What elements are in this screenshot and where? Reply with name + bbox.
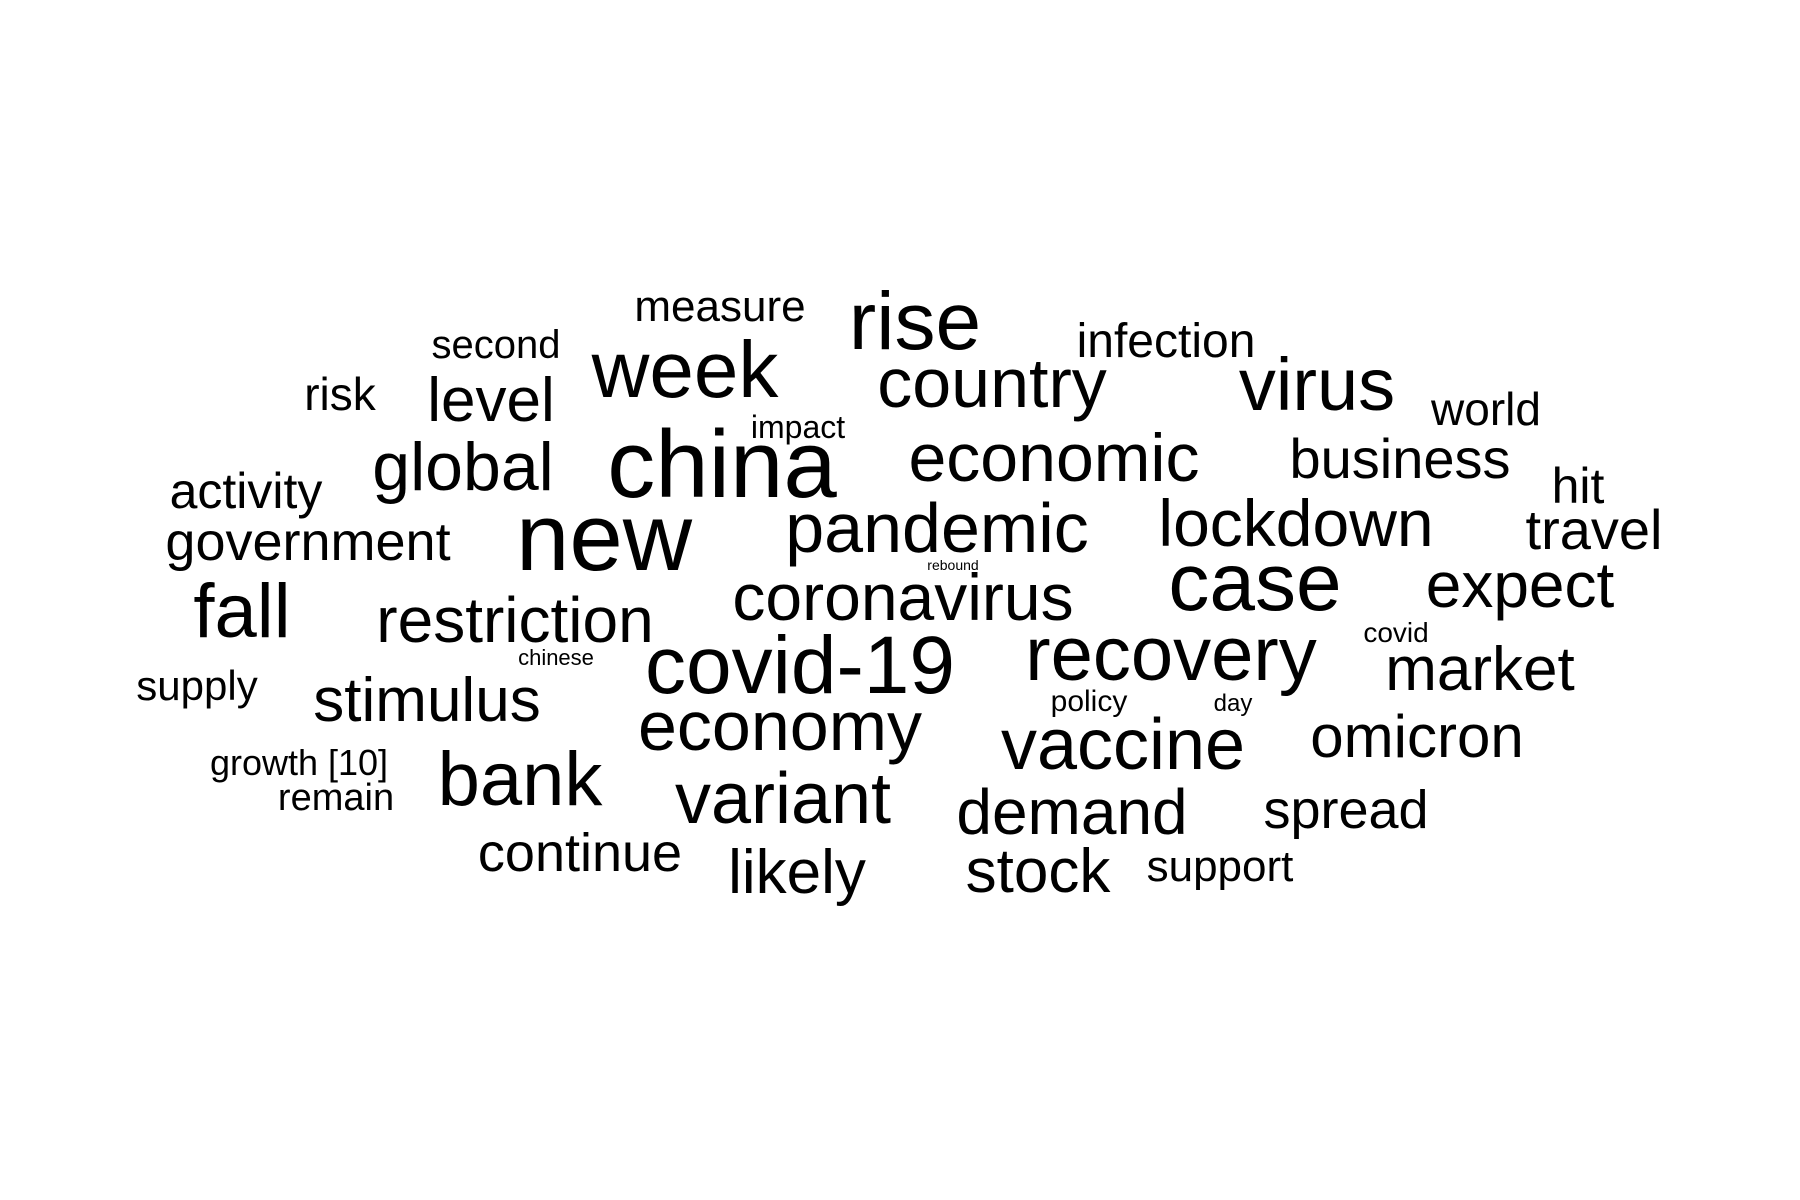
- word-week: week: [591, 325, 779, 414]
- word-supply: supply: [136, 662, 258, 709]
- word-stimulus: stimulus: [313, 666, 541, 735]
- word-demand: demand: [956, 776, 1188, 848]
- word-government: government: [165, 512, 451, 572]
- word-pandemic: pandemic: [785, 489, 1089, 567]
- word-policy: policy: [1050, 685, 1128, 718]
- word-virus: virus: [1238, 343, 1396, 426]
- word-travel: travel: [1525, 498, 1663, 561]
- word-economy: economy: [637, 687, 923, 765]
- word-bank: bank: [437, 737, 603, 822]
- word-rise: rise: [848, 276, 982, 367]
- word-global: global: [372, 429, 554, 505]
- word-measure: measure: [634, 282, 806, 331]
- word-hit: hit: [1551, 458, 1605, 514]
- word-omicron: omicron: [1310, 703, 1524, 770]
- word-vaccine: vaccine: [1000, 705, 1246, 785]
- word-case: case: [1168, 537, 1342, 628]
- word-risk: risk: [304, 368, 376, 420]
- word-likely: likely: [728, 838, 866, 907]
- word-activity: activity: [169, 463, 323, 519]
- word-covid: covid: [1363, 617, 1429, 648]
- word-spread: spread: [1263, 780, 1429, 840]
- word-chinese: chinese: [518, 645, 594, 670]
- word-growth: growth [10]: [209, 742, 389, 783]
- word-business: business: [1289, 427, 1511, 490]
- word-support: support: [1146, 842, 1294, 891]
- word-second: second: [431, 323, 561, 367]
- word-stock: stock: [965, 837, 1111, 906]
- word-new: new: [515, 484, 693, 591]
- word-coronavirus: coronavirus: [732, 560, 1074, 634]
- word-impact: impact: [750, 409, 846, 445]
- word-fall: fall: [193, 569, 291, 654]
- word-expect: expect: [1425, 549, 1615, 621]
- word-market: market: [1385, 635, 1575, 704]
- word-covid-19: covid-19: [645, 620, 955, 711]
- word-rebound: rebound: [927, 557, 979, 573]
- word-world: world: [1431, 383, 1541, 435]
- word-remain: remain: [277, 777, 395, 819]
- word-day: day: [1213, 690, 1253, 717]
- word-level: level: [427, 366, 555, 435]
- word-restriction: restriction: [376, 584, 654, 656]
- word-country: country: [877, 344, 1107, 422]
- word-continue: continue: [477, 823, 683, 883]
- word-infection: infection: [1076, 315, 1256, 368]
- word-economic: economic: [908, 420, 1200, 496]
- word-recovery: recovery: [1025, 612, 1317, 697]
- word-variant: variant: [674, 759, 892, 839]
- word-china: china: [607, 411, 837, 518]
- word-lockdown: lockdown: [1158, 486, 1434, 560]
